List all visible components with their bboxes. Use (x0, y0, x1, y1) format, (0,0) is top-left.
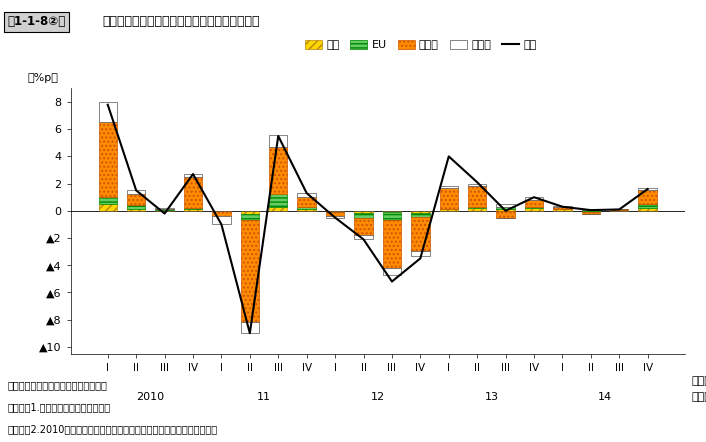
Bar (155, 208, 174, 210)
Bar (554, 207, 572, 209)
Bar (354, 218, 373, 235)
Bar (468, 208, 486, 211)
Bar (525, 208, 543, 211)
Text: 12: 12 (371, 392, 385, 403)
Bar (269, 194, 287, 207)
Text: （期）: （期） (692, 376, 706, 386)
Text: 資料：財務省「貿易統計」により作成: 資料：財務省「貿易統計」により作成 (7, 380, 107, 390)
Bar (554, 209, 572, 210)
Text: 2010: 2010 (136, 392, 164, 403)
Bar (99, 102, 117, 122)
Text: （注）　1.内閣府による季節調整値。: （注） 1.内閣府による季節調整値。 (7, 402, 110, 412)
Bar (269, 207, 287, 211)
Bar (525, 197, 543, 200)
Bar (582, 210, 600, 211)
Bar (496, 207, 515, 209)
Bar (496, 211, 515, 217)
Bar (582, 209, 600, 210)
Text: 13: 13 (484, 392, 498, 403)
Bar (326, 216, 345, 217)
Bar (554, 210, 572, 211)
Bar (411, 217, 429, 251)
Bar (638, 204, 657, 208)
Bar (440, 209, 458, 210)
Bar (440, 186, 458, 188)
Bar (354, 235, 373, 240)
Bar (383, 268, 401, 275)
Bar (155, 210, 174, 211)
Bar (383, 220, 401, 268)
Bar (127, 206, 145, 210)
Bar (127, 191, 145, 194)
Bar (610, 209, 628, 210)
Bar (99, 122, 117, 197)
Bar (525, 200, 543, 207)
Legend: 米国, EU, アジア, その他, 全体: 米国, EU, アジア, その他, 全体 (301, 36, 541, 55)
Bar (582, 212, 600, 213)
Bar (525, 207, 543, 208)
Bar (241, 211, 259, 213)
Bar (213, 211, 231, 216)
Bar (554, 206, 572, 207)
Bar (610, 210, 628, 211)
Text: 輸出数量指数の増減率に対する地域別の寄与度: 輸出数量指数の増減率に対する地域別の寄与度 (102, 15, 260, 28)
Bar (638, 208, 657, 211)
Bar (184, 174, 202, 177)
Bar (582, 211, 600, 212)
Text: 11: 11 (257, 392, 271, 403)
Bar (241, 213, 259, 220)
Bar (184, 210, 202, 211)
Bar (638, 188, 657, 191)
Bar (496, 209, 515, 211)
Bar (354, 211, 373, 213)
Bar (213, 216, 231, 225)
Bar (241, 220, 259, 322)
Bar (297, 193, 316, 197)
Bar (383, 211, 401, 212)
Bar (440, 210, 458, 211)
Bar (496, 204, 515, 207)
Bar (383, 212, 401, 220)
Bar (411, 211, 429, 213)
Bar (411, 213, 429, 217)
Bar (99, 204, 117, 211)
Bar (297, 197, 316, 207)
Bar (468, 187, 486, 207)
Bar (99, 197, 117, 204)
Text: 2.2010年の地域別の貿易額をウェイトとして寄与度を算出した。: 2.2010年の地域別の貿易額をウェイトとして寄与度を算出した。 (7, 424, 217, 434)
Bar (468, 183, 486, 187)
Text: 第1-1-8②図: 第1-1-8②図 (7, 15, 66, 28)
Bar (297, 209, 316, 211)
Bar (354, 213, 373, 218)
Text: （%p）: （%p） (28, 73, 59, 83)
Text: 14: 14 (598, 392, 612, 403)
Bar (184, 208, 202, 210)
Bar (326, 211, 345, 212)
Text: （年）: （年） (692, 392, 706, 403)
Bar (468, 207, 486, 208)
Bar (269, 147, 287, 194)
Bar (440, 188, 458, 209)
Bar (269, 135, 287, 147)
Bar (297, 207, 316, 209)
Bar (127, 210, 145, 211)
Bar (241, 322, 259, 333)
Bar (638, 191, 657, 204)
Bar (184, 177, 202, 208)
Bar (127, 194, 145, 206)
Bar (326, 212, 345, 216)
Bar (411, 251, 429, 255)
